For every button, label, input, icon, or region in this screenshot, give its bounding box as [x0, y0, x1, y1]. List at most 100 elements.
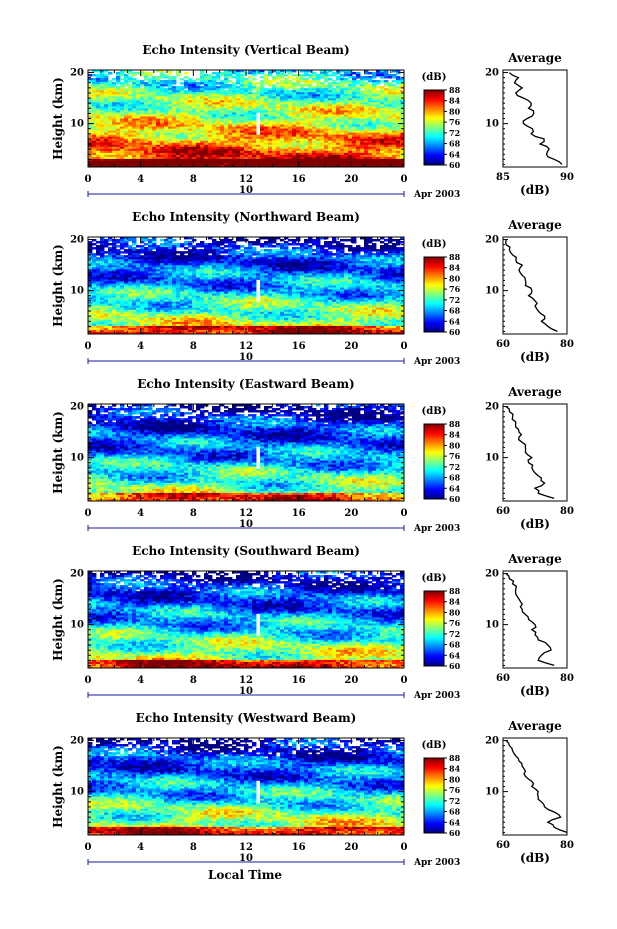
heatmap-cell — [172, 261, 177, 264]
heatmap-cell — [132, 257, 137, 260]
heatmap-cell — [92, 114, 97, 117]
heatmap-cell — [288, 162, 293, 166]
heatmap-cell — [220, 257, 225, 260]
heatmap-cell — [372, 98, 377, 101]
heatmap-cell — [304, 110, 309, 113]
heatmap-cell — [324, 90, 329, 93]
heatmap-cell — [120, 251, 125, 254]
heatmap-cell — [332, 156, 337, 160]
heatmap-cell — [124, 84, 129, 87]
heatmap-cell — [136, 106, 141, 109]
heatmap-cell — [144, 124, 149, 127]
heatmap-cell — [96, 245, 101, 248]
heatmap-cell — [112, 142, 117, 146]
heatmap-cell — [160, 162, 165, 166]
heatmap-cell — [208, 152, 213, 156]
heatmap-cell — [104, 241, 109, 244]
heatmap-cell — [264, 82, 269, 85]
heatmap-cell — [160, 267, 165, 270]
heatmap-cell — [148, 251, 153, 254]
heatmap-cell — [148, 160, 153, 164]
heatmap-cell — [188, 144, 193, 148]
heatmap-cell — [340, 76, 345, 79]
heatmap-cell — [348, 110, 353, 113]
heatmap-cell — [204, 116, 209, 119]
heatmap-cell — [124, 152, 129, 156]
heatmap-cell — [240, 94, 245, 97]
heatmap-cell — [340, 120, 345, 123]
heatmap-cell — [104, 106, 109, 109]
heatmap-cell — [308, 102, 313, 105]
heatmap-cell — [224, 144, 229, 148]
heatmap-cell — [380, 257, 385, 260]
heatmap-cell — [280, 271, 285, 274]
heatmap-cell — [316, 247, 321, 250]
heatmap-cell — [172, 134, 177, 138]
heatmap-cell — [284, 92, 289, 95]
heatmap-cell — [192, 271, 197, 274]
heatmap-cell — [144, 72, 149, 75]
heatmap-cell — [224, 124, 229, 127]
heatmap-cell — [352, 162, 357, 166]
heatmap-cell — [216, 136, 221, 140]
heatmap-cell — [388, 269, 393, 272]
heatmap-cell — [128, 118, 133, 121]
heatmap-cell — [132, 239, 137, 242]
heatmap-cell — [260, 249, 265, 252]
heatmap-cell — [228, 80, 233, 83]
heatmap-cell — [292, 148, 297, 152]
heatmap-cell — [400, 110, 405, 113]
heatmap-cell — [92, 253, 97, 256]
heatmap-cell — [140, 124, 145, 127]
heatmap-cell — [336, 259, 341, 262]
heatmap-cell — [360, 158, 365, 162]
heatmap-cell — [272, 130, 277, 134]
heatmap-cell — [144, 104, 149, 107]
heatmap-cell — [140, 84, 145, 87]
heatmap-cell — [316, 148, 321, 152]
heatmap-cell — [236, 247, 241, 250]
heatmap-cell — [168, 152, 173, 156]
heatmap-cell — [284, 122, 289, 125]
heatmap-cell — [188, 140, 193, 144]
heatmap-cell — [192, 267, 197, 270]
heatmap-cell — [160, 134, 165, 138]
heatmap-cell — [276, 263, 281, 266]
heatmap-cell — [340, 136, 345, 140]
heatmap-cell — [160, 138, 165, 142]
heatmap-cell — [212, 140, 217, 144]
heatmap-cell — [292, 154, 297, 158]
heatmap-cell — [368, 255, 373, 258]
heatmap-cell — [336, 106, 341, 109]
heatmap-cell — [132, 148, 137, 152]
heatmap-cell — [244, 144, 249, 148]
heatmap-cell — [220, 86, 225, 89]
heatmap-cell — [136, 112, 141, 115]
heatmap-cell — [204, 126, 209, 129]
heatmap-cell — [200, 94, 205, 97]
heatmap-cell — [276, 104, 281, 107]
heatmap-cell — [112, 120, 117, 123]
heatmap-cell — [296, 90, 301, 93]
heatmap-cell — [360, 152, 365, 156]
heatmap-cell — [96, 160, 101, 164]
heatmap-cell — [292, 108, 297, 111]
heatmap-cell — [132, 102, 137, 105]
heatmap-cell — [136, 94, 141, 97]
heatmap-cell — [396, 82, 401, 85]
heatmap-cell — [156, 142, 161, 146]
heatmap-cell — [164, 148, 169, 152]
heatmap-cell — [384, 70, 389, 73]
heatmap-cell — [164, 94, 169, 97]
heatmap-cell — [376, 142, 381, 146]
heatmap-cell — [328, 108, 333, 111]
heatmap-cell — [176, 146, 181, 150]
heatmap-cell — [380, 241, 385, 244]
heatmap-cell — [252, 102, 257, 105]
heatmap-cell — [240, 259, 245, 262]
heatmap-cell — [188, 253, 193, 256]
heatmap-cell — [364, 136, 369, 140]
heatmap-cell — [336, 100, 341, 103]
heatmap-cell — [280, 88, 285, 91]
heatmap-cell — [364, 241, 369, 244]
